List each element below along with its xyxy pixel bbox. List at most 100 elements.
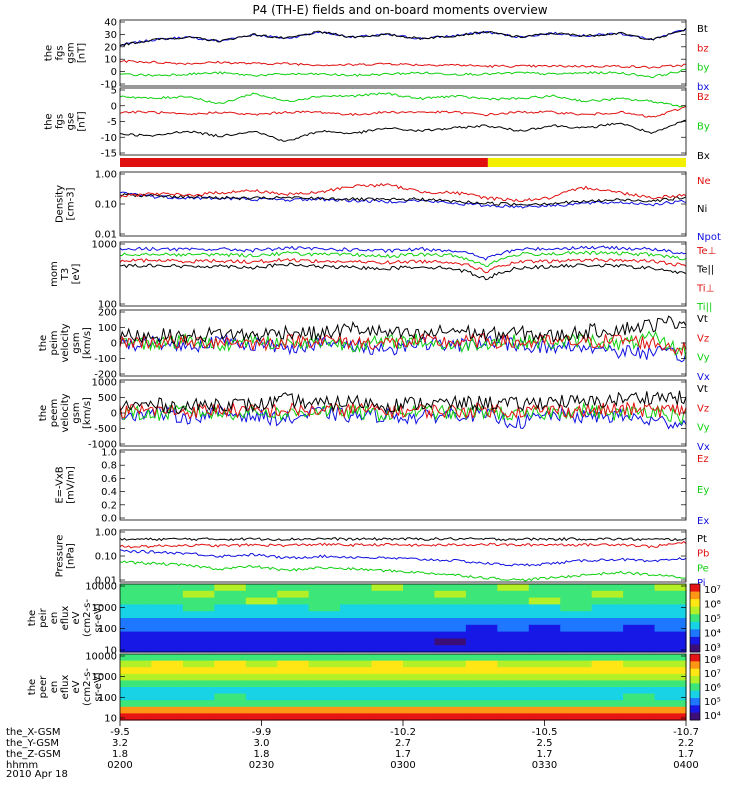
heatmap-cell bbox=[560, 687, 593, 695]
heatmap-cell bbox=[245, 604, 278, 612]
heatmap-cell bbox=[528, 584, 561, 592]
heatmap-cell bbox=[277, 706, 310, 714]
heatmap-cell bbox=[151, 597, 184, 605]
time-axis-value: -9.5 bbox=[110, 727, 130, 738]
legend-entry: Npot bbox=[697, 232, 721, 243]
y-tick-label: -500 bbox=[94, 424, 117, 435]
heatmap-cell bbox=[214, 590, 247, 599]
heatmap-cell bbox=[245, 713, 278, 721]
heatmap-cell bbox=[308, 706, 341, 714]
panel-pressure: 1.00 0.10 0.01 Pressure [nPa] Pt Pb Pe Pi bbox=[55, 528, 710, 590]
heatmap-cell bbox=[465, 687, 498, 695]
heatmap-cell bbox=[151, 713, 184, 721]
heatmap-cell bbox=[403, 584, 436, 592]
heatmap-cell bbox=[403, 687, 436, 695]
heatmap-cell bbox=[340, 713, 373, 721]
colorbar-tick-label: 10⁶ bbox=[704, 683, 721, 694]
heatmap-cell bbox=[497, 660, 530, 668]
heatmap-cell bbox=[465, 618, 498, 626]
heatmap-cell bbox=[528, 680, 561, 688]
heatmap-cell bbox=[403, 638, 436, 646]
series-ion-velocity-Vz bbox=[119, 332, 687, 357]
heatmap-cell bbox=[434, 693, 467, 701]
y-tick-label: 10 bbox=[104, 646, 117, 657]
series-fgs-gse-Bz bbox=[119, 105, 687, 118]
heatmap-cell bbox=[151, 618, 184, 626]
legend-entry: By bbox=[697, 122, 710, 133]
heatmap-cell bbox=[120, 597, 153, 605]
heatmap-cell bbox=[151, 654, 184, 662]
heatmap-cell bbox=[434, 604, 467, 612]
heatmap-cell bbox=[120, 654, 153, 662]
heatmap-cell bbox=[214, 687, 247, 695]
heatmap-cell bbox=[560, 660, 593, 668]
heatmap-cell bbox=[560, 680, 593, 688]
panel-frame bbox=[119, 449, 687, 521]
heatmap-cell bbox=[403, 590, 436, 599]
y-tick-label: -5 bbox=[107, 117, 117, 128]
colorbar-tick-label: 10⁷ bbox=[704, 669, 721, 680]
y-tick-label: 1000 bbox=[92, 603, 117, 614]
heatmap-cell bbox=[371, 631, 404, 639]
colorbar-frame bbox=[689, 653, 701, 721]
heatmap-cell bbox=[528, 624, 561, 633]
heatmap-cell bbox=[371, 624, 404, 633]
y-tick-label: 0.4 bbox=[101, 487, 117, 498]
heatmap-cell bbox=[560, 624, 593, 633]
y-axis-label: [mV/m] bbox=[66, 466, 77, 504]
legend-entry: Pi bbox=[697, 578, 706, 589]
heatmap-cell bbox=[497, 713, 530, 721]
panel-ion-spectrogram: 10⁷ 10⁶ 10⁵ 10⁴ 10³ 10000 1000 100 10 the peir en ef… bbox=[27, 582, 721, 657]
panel-electron-spectrogram: 10⁸ 10⁷ 10⁶ 10⁵ 10⁴ 10000 1000 100 10 the peer en ef… bbox=[27, 652, 721, 725]
heatmap-cell bbox=[277, 645, 310, 653]
y-tick-label: 0.6 bbox=[101, 474, 117, 485]
heatmap-cell bbox=[560, 604, 593, 612]
heatmap-cell bbox=[560, 611, 593, 619]
heatmap-cell bbox=[182, 638, 215, 646]
y-axis-label: mom bbox=[49, 261, 60, 287]
heatmap-cell bbox=[120, 631, 153, 639]
time-axis-row-label: the_Z-GSM bbox=[6, 749, 61, 760]
heatmap-cell bbox=[277, 700, 310, 708]
heatmap-cell bbox=[182, 667, 215, 675]
heatmap-cell bbox=[465, 645, 498, 653]
heatmap-cell bbox=[403, 654, 436, 662]
heatmap-cell bbox=[151, 624, 184, 633]
panel-electric-field: 1.0 0.8 0.6 0.4 0.2 0.0 E=-VxB [mV/m] Ez Ey Ex bbox=[55, 448, 710, 528]
colorbar-segment bbox=[690, 668, 700, 677]
heatmap-cell bbox=[245, 673, 278, 681]
heatmap-cell bbox=[120, 713, 153, 721]
legend-entry: Ex bbox=[697, 516, 709, 527]
heatmap-cell bbox=[465, 624, 498, 633]
legend-entry: Vz bbox=[697, 403, 709, 414]
heatmap-cell bbox=[340, 597, 373, 605]
colorbar-tick-label: 10⁶ bbox=[704, 600, 721, 611]
chart-title: P4 (TH-E) fields and on-board moments ov… bbox=[252, 3, 547, 17]
heatmap-cell bbox=[591, 631, 624, 639]
y-axis-label: eflux bbox=[60, 675, 71, 700]
heatmap-cell bbox=[528, 673, 561, 681]
series-fgs-gsm-bx bbox=[119, 28, 687, 46]
y-tick-label: 0.01 bbox=[95, 230, 117, 241]
colorbar-tick-label: 10³ bbox=[704, 643, 721, 654]
heatmap-cell bbox=[245, 624, 278, 633]
heatmap-cell bbox=[403, 611, 436, 619]
status-bar-segment bbox=[487, 158, 686, 167]
heatmap-cell bbox=[434, 584, 467, 592]
heatmap-cell bbox=[560, 597, 593, 605]
series-fgs-gsm-by bbox=[119, 68, 687, 79]
heatmap-cell bbox=[371, 584, 404, 592]
heatmap-cell bbox=[340, 590, 373, 599]
panel-frame bbox=[119, 583, 687, 653]
colorbar-tick-label: 10⁷ bbox=[704, 585, 721, 596]
y-tick-label: 0.10 bbox=[95, 200, 117, 211]
heatmap-cell bbox=[434, 618, 467, 626]
heatmap-cell bbox=[497, 654, 530, 662]
y-axis-label: the bbox=[27, 610, 38, 626]
heatmap-cell bbox=[182, 680, 215, 688]
heatmap-cell bbox=[623, 597, 656, 605]
heatmap-cell bbox=[465, 611, 498, 619]
heatmap-cell bbox=[245, 590, 278, 599]
heatmap-cell bbox=[308, 654, 341, 662]
heatmap-cell bbox=[120, 584, 153, 592]
